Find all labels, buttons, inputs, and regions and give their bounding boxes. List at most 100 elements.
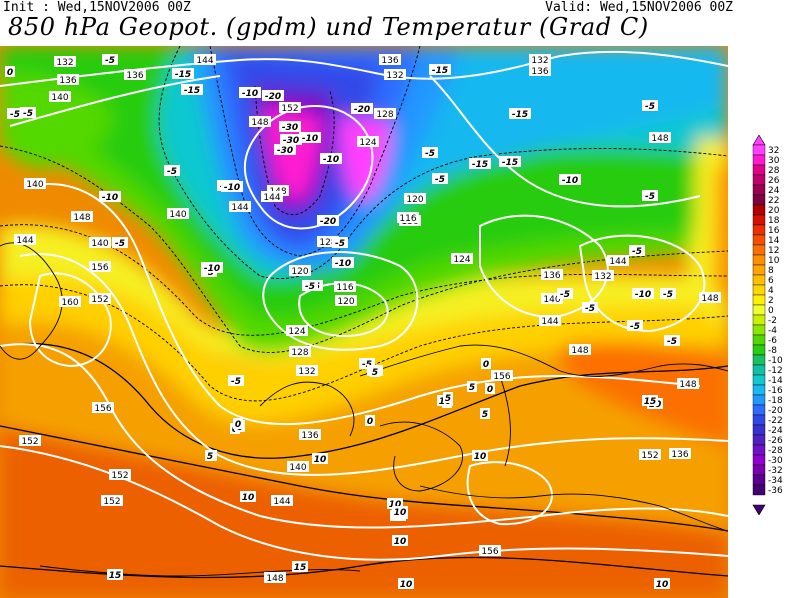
geopotential-label-bg (271, 495, 293, 506)
legend-label: 20 (768, 206, 780, 216)
temperature-label-bg (629, 245, 645, 256)
temperature-label: -5 (667, 337, 677, 347)
geopotential-label-bg (24, 178, 46, 189)
temperature-label-bg (239, 87, 261, 98)
temperature-label-bg (664, 335, 680, 346)
temperature-label: -5 (425, 149, 435, 159)
temperature-label: 10 (400, 580, 413, 590)
legend-swatch (752, 184, 766, 196)
temperature-label-bg (642, 190, 658, 201)
legend-swatch (752, 484, 766, 496)
temperature-label-bg (392, 535, 408, 546)
legend-label: -18 (768, 396, 783, 406)
init-time: Init : Wed,15NOV2006 00Z (3, 0, 191, 15)
temperature-label-bg (351, 103, 373, 114)
temperature-label-bg (292, 561, 308, 572)
legend-label: 14 (768, 236, 780, 246)
geopotential-label: 152 (21, 437, 38, 447)
legend-label: -28 (768, 446, 783, 456)
geopotential-label-bg (317, 236, 339, 247)
temperature-label: 10 (389, 500, 402, 510)
geopotential-label: 136 (301, 431, 318, 441)
geopotential-label: 116 (336, 283, 353, 293)
legend-label: 22 (768, 196, 779, 206)
legend-label: 32 (768, 146, 779, 156)
temperature-label-bg (467, 381, 477, 392)
legend-swatch (752, 464, 766, 476)
temperature-label-bg (642, 395, 658, 406)
temperature-label: -5 (10, 110, 20, 120)
temperature-label: -5 (167, 167, 177, 177)
geopotential-label: 148 (266, 574, 283, 584)
temperature-label-bg (422, 147, 438, 158)
temperature-label: 10 (394, 537, 407, 547)
legend-label: -4 (768, 326, 777, 336)
legend-label: -8 (768, 346, 777, 356)
temperature-label-bg (112, 237, 128, 248)
geopotential-label-bg (267, 185, 289, 196)
geopotential-label-bg (357, 136, 379, 147)
geopotential-label-bg (669, 448, 691, 459)
geopotential-label-bg (299, 429, 321, 440)
header: Init : Wed,15NOV2006 00Z Valid: Wed,15NO… (0, 0, 789, 46)
geopotential-label-bg (379, 54, 401, 65)
legend-swatch (752, 274, 766, 286)
geopotential-label: 156 (481, 547, 498, 557)
legend-label: 0 (768, 306, 774, 316)
temperature-label: -5 (231, 377, 241, 387)
temperature-label: -10 (102, 193, 118, 203)
legend-swatch (752, 344, 766, 356)
temperature-label-bg (233, 418, 243, 429)
legend-swatch (752, 264, 766, 276)
temperature-label: 15 (109, 571, 122, 581)
geopotential-label: 152 (103, 497, 120, 507)
temperature-label-bg (221, 181, 243, 192)
temperature-label-bg (432, 173, 448, 184)
geopotential-label: 136 (543, 271, 560, 281)
legend-swatch (752, 364, 766, 376)
temperature-label-bg (398, 578, 414, 589)
geopotential-label: 160 (61, 298, 78, 308)
geopotential-label: 124 (453, 255, 470, 265)
temperature-label: -20 (354, 105, 370, 115)
temperature-label: -5 (645, 102, 655, 112)
temperature-label: 5 (207, 452, 213, 462)
geopotential-label-bg (491, 370, 513, 381)
geopotential-label: 140 (169, 210, 186, 220)
geopotential-label: 140 (289, 463, 306, 473)
geopotential-label-bg (167, 208, 189, 219)
geopotential-label: 144 (231, 203, 248, 213)
geopotential-label-bg (286, 325, 308, 336)
geopotential-label-bg (54, 56, 76, 67)
geopotential-label-bg (14, 234, 36, 245)
geopotential-label: 156 (94, 404, 111, 414)
legend-swatch (752, 304, 766, 316)
temperature-label-bg (660, 288, 676, 299)
temperature-label-bg (443, 392, 453, 403)
geopotential-label: 132 (594, 272, 611, 282)
temperature-label: -10 (204, 264, 220, 274)
temperature-label-bg (359, 358, 375, 369)
temperature-label: -15 (472, 160, 488, 170)
geopotential-label: 144 (609, 257, 626, 267)
temperature-label-bg (429, 64, 451, 75)
legend-swatch (752, 204, 766, 216)
legend-label: -10 (768, 356, 783, 366)
legend-swatch (752, 454, 766, 466)
temperature-label-bg (172, 68, 194, 79)
temperature-label-bg (370, 366, 380, 377)
temperature-label: -5 (630, 322, 640, 332)
geopotential-label-bg (384, 69, 406, 80)
temperature-label: 10 (474, 452, 487, 462)
temperature-label-bg (240, 491, 256, 502)
temperature-label-bg (317, 215, 339, 226)
geopotential-label-bg (479, 545, 501, 556)
legend-swatch (752, 194, 766, 206)
geopotential-label: 140 (51, 93, 68, 103)
legend-label: 30 (768, 156, 780, 166)
geopotential-label: 136 (381, 56, 398, 66)
temperature-label-bg (320, 153, 342, 164)
temperature-label: -20 (320, 217, 336, 227)
temperature-label-bg (262, 90, 284, 101)
temperature-label: 0 (367, 417, 373, 427)
